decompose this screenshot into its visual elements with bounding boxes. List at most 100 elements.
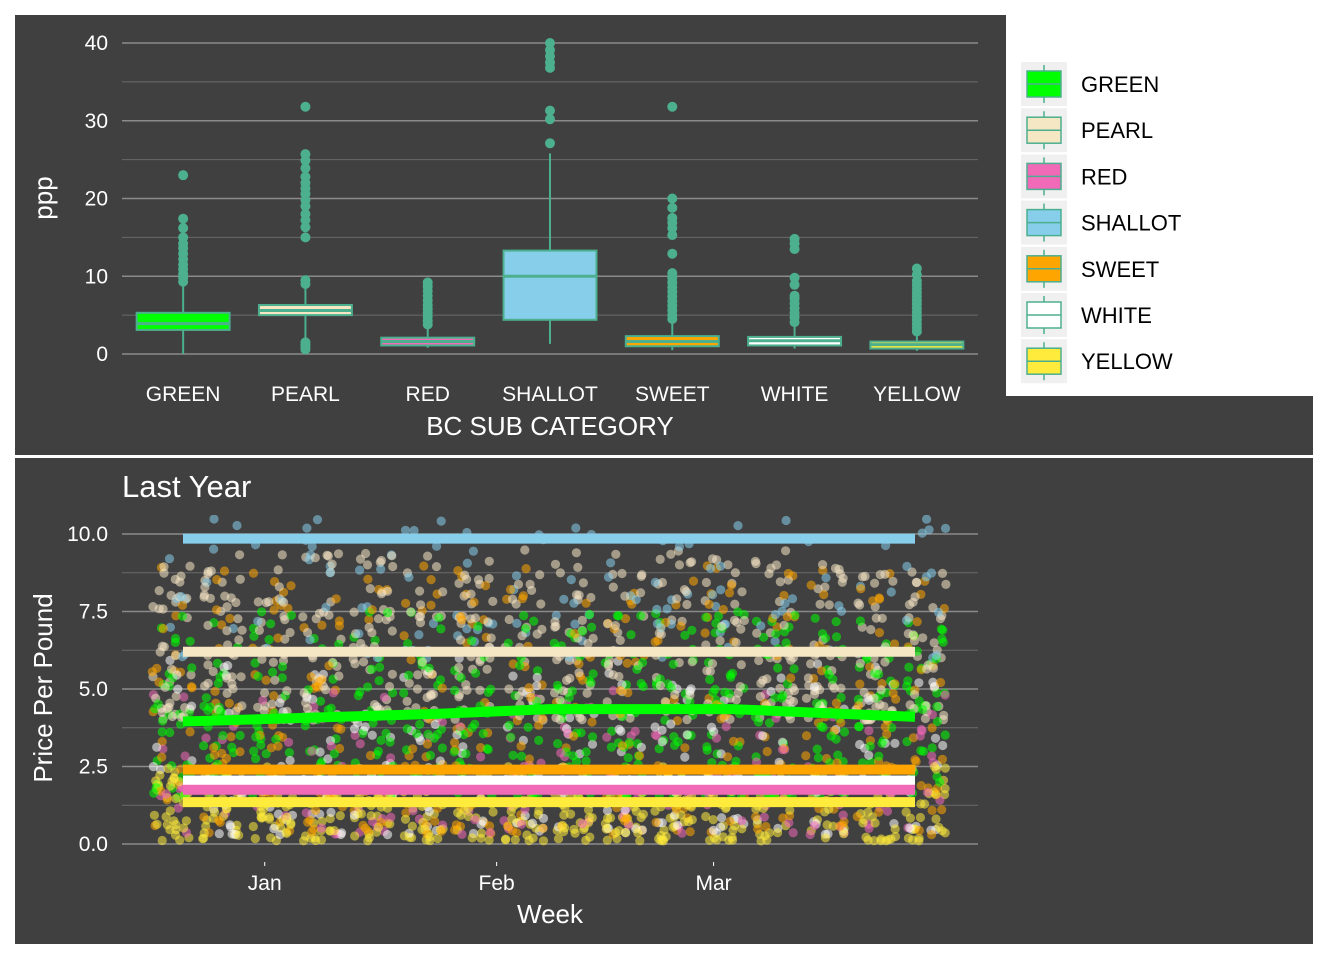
scatter-point [790, 610, 800, 620]
scatter-point [149, 810, 159, 820]
scatter-point [685, 696, 695, 707]
scatter-point [504, 720, 514, 730]
scatter-point [201, 733, 211, 743]
scatter-point [305, 815, 315, 825]
scatter-point [519, 611, 529, 621]
scatter-point [935, 777, 945, 787]
scatter-point [527, 818, 538, 828]
scatter-point [248, 821, 258, 832]
scatter-point [379, 692, 389, 702]
scatter-point [614, 724, 624, 734]
scatter-point [285, 627, 295, 638]
scatter-point [571, 756, 582, 767]
legend-item-green: GREEN [1021, 62, 1159, 106]
outlier-point [545, 105, 555, 116]
scatter-point [755, 692, 766, 702]
scatter-point [836, 683, 846, 693]
scatter-point [512, 618, 522, 629]
scatter-point [437, 717, 447, 727]
scatter-point [908, 630, 918, 640]
scatter-point [517, 631, 527, 641]
outlier-point [911, 263, 922, 274]
scatter-point [626, 630, 636, 640]
scatter-point [610, 621, 621, 631]
scatter-point [434, 613, 444, 623]
scatter-point [701, 612, 711, 622]
scatter-point [449, 747, 459, 757]
scatter-point [161, 789, 171, 799]
scatter-point [882, 729, 892, 739]
scatter-point [620, 805, 630, 815]
outlier-point [789, 272, 800, 283]
scatter-point [317, 816, 327, 827]
x-tick-label: YELLOW [873, 383, 961, 406]
scatter-point [864, 695, 874, 706]
scatter-point [879, 701, 889, 712]
scatter-point [367, 664, 377, 674]
scatter-point [459, 729, 469, 740]
scatter-point [152, 819, 162, 829]
scatter-point [312, 515, 323, 525]
legend-label: YELLOW [1081, 349, 1173, 374]
scatter-point [915, 812, 926, 823]
scatter-point [670, 690, 680, 700]
scatter-point [186, 670, 196, 680]
scatter-point [831, 632, 842, 642]
scatter-point [865, 662, 875, 672]
scatter-point [553, 739, 563, 749]
scatter-point [565, 673, 575, 684]
scatter-point [157, 835, 167, 846]
scatter-point [617, 741, 628, 751]
scatter-point [167, 664, 177, 674]
box-sweet [624, 101, 720, 351]
scatter-point [858, 818, 868, 828]
scatter-point [157, 752, 167, 762]
scatter-point [484, 556, 494, 566]
scatter-point [470, 719, 480, 729]
scatter-point [376, 555, 386, 566]
outlier-point [667, 268, 678, 279]
scatter-point [271, 734, 281, 744]
y-tick-label: 30 [85, 110, 108, 133]
scatter-point [705, 563, 716, 573]
scatter-point [588, 732, 598, 742]
scatter-point [475, 685, 485, 695]
outlier-point [300, 149, 311, 160]
scatter-point [214, 829, 224, 839]
outlier-point [667, 101, 678, 112]
scatter-point [383, 830, 393, 840]
scatter-point [253, 616, 263, 626]
scatter-point [674, 542, 685, 552]
y-tick-label: 2.5 [79, 756, 108, 779]
scatter-point [250, 658, 260, 668]
scatter-point [904, 662, 914, 672]
scatter-point [209, 515, 219, 524]
scatter-point [200, 681, 210, 691]
scatter-point [158, 624, 168, 634]
scatter-point [213, 678, 223, 689]
scatter-point [571, 548, 582, 558]
scatter-point [536, 599, 546, 609]
scatter-point [786, 673, 796, 683]
scatter-point [813, 659, 823, 669]
outlier-point [178, 223, 189, 234]
scatter-point [350, 831, 360, 841]
scatter-point [534, 720, 544, 730]
scatter-point [520, 545, 530, 555]
scatter-point [456, 635, 466, 645]
scatter-point [334, 639, 344, 649]
outlier-point [545, 38, 555, 48]
scatter-point [516, 741, 526, 751]
scatter-point [655, 554, 665, 565]
scatter-point [874, 751, 884, 761]
legend-item-yellow: YELLOW [1021, 339, 1173, 384]
top-x-tick-labels: GREEN PEARL RED SHALLOT SWEET WHITE YELLOW [146, 383, 961, 406]
scatter-point [400, 525, 411, 535]
scatter-point [803, 673, 814, 683]
scatter-point [310, 553, 320, 563]
scatter-point [821, 573, 831, 583]
scatter-point [185, 727, 195, 737]
scatter-point [552, 655, 562, 665]
scatter-point [315, 696, 326, 706]
outlier-point [178, 232, 189, 243]
